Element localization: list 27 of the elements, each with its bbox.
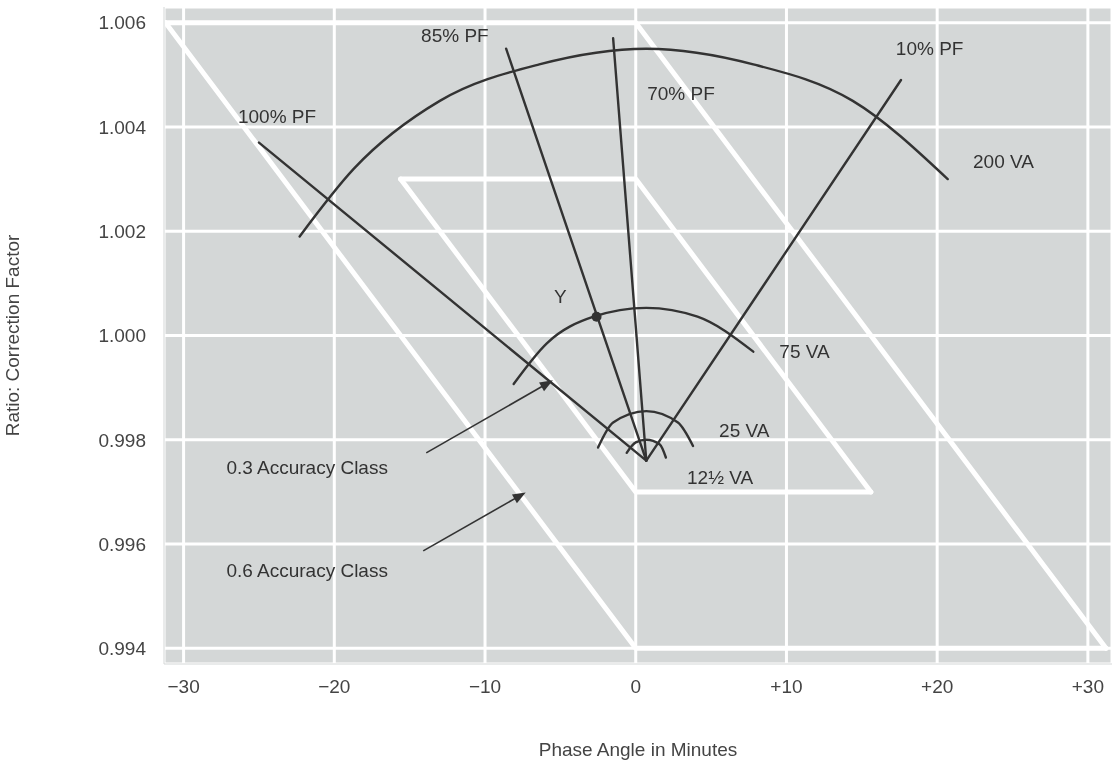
x-tick-label: −30 xyxy=(167,676,200,698)
x-axis-title: Phase Angle in Minutes xyxy=(538,739,738,760)
y-tick-label: 0.996 xyxy=(98,533,146,555)
annotation: Y xyxy=(554,286,568,308)
annotation: 100% PF xyxy=(237,106,317,127)
x-tick-label: +20 xyxy=(921,676,954,698)
x-tick-label: 0 xyxy=(630,676,642,698)
x-tick-label: +30 xyxy=(1071,676,1104,698)
annotation: 200 VA xyxy=(973,151,1035,173)
annotation: 0.3 Accuracy Class xyxy=(226,456,388,478)
x-tick-label: −10 xyxy=(468,676,502,698)
annotation: 70% PF xyxy=(647,82,715,104)
x-tick-label: +10 xyxy=(770,676,803,698)
annotation: 25 VA xyxy=(719,420,770,442)
y-axis-title: Ratio: Correction Factor xyxy=(1,233,23,437)
y-tick-label: 1.000 xyxy=(98,325,146,347)
y-tick-label: 1.004 xyxy=(98,116,147,138)
y-tick-label: 1.006 xyxy=(98,12,146,34)
x-tick-label: −20 xyxy=(318,676,351,698)
annotation: 0.6 Accuracy Class xyxy=(226,559,388,581)
annotation: 12½ VA xyxy=(687,466,754,488)
y-tick-label: 1.002 xyxy=(98,220,146,242)
y-tick-label: 0.994 xyxy=(98,638,147,660)
annotation: 75 VA xyxy=(779,340,831,362)
annotation: 85% PF xyxy=(421,25,489,47)
y-tick-label: 0.998 xyxy=(98,429,146,451)
annotation: 10% PF xyxy=(895,38,964,60)
